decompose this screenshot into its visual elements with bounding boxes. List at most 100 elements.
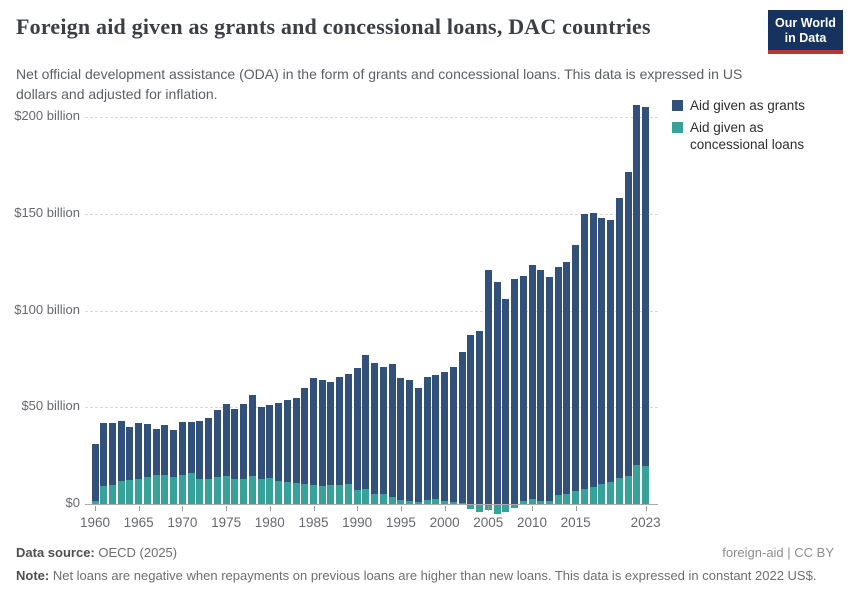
bar-2016-grants[interactable] xyxy=(580,213,588,490)
data-source-line[interactable]: Data source: OECD (2025) xyxy=(16,545,177,560)
bar-1997-grants[interactable] xyxy=(414,387,422,503)
bar-1992-grants[interactable] xyxy=(371,362,379,495)
bar-2012-grants[interactable] xyxy=(545,276,553,502)
legend-item-grants[interactable]: Aid given as grants xyxy=(672,98,844,115)
bar-1960-loans[interactable] xyxy=(91,501,99,504)
bar-1984-grants[interactable] xyxy=(301,387,309,484)
bar-1964-loans[interactable] xyxy=(126,479,134,504)
bar-1994-loans[interactable] xyxy=(388,497,396,504)
bar-2023-grants[interactable] xyxy=(642,107,650,467)
bar-2019-grants[interactable] xyxy=(607,219,615,482)
bar-2011-grants[interactable] xyxy=(537,269,545,502)
bar-1989-loans[interactable] xyxy=(344,483,352,504)
bar-2003-loans[interactable] xyxy=(467,505,475,509)
bar-1983-loans[interactable] xyxy=(292,482,300,504)
bar-1993-loans[interactable] xyxy=(379,494,387,504)
bar-2001-loans[interactable] xyxy=(449,502,457,504)
bar-1993-grants[interactable] xyxy=(379,366,387,495)
bar-2020-grants[interactable] xyxy=(615,198,623,478)
bar-2002-grants[interactable] xyxy=(458,352,466,504)
bar-2021-grants[interactable] xyxy=(624,172,632,476)
bar-1990-grants[interactable] xyxy=(353,367,361,491)
owid-logo[interactable]: Our World in Data xyxy=(768,10,843,54)
bar-2006-loans[interactable] xyxy=(493,505,501,514)
bar-1978-grants[interactable] xyxy=(248,394,256,476)
bar-2010-loans[interactable] xyxy=(528,499,536,504)
bar-2018-loans[interactable] xyxy=(598,483,606,504)
bar-1978-loans[interactable] xyxy=(248,475,256,504)
bar-2002-loans[interactable] xyxy=(458,503,466,504)
bar-1961-grants[interactable] xyxy=(100,422,108,486)
bar-1985-grants[interactable] xyxy=(310,378,317,485)
legend-item-loans[interactable]: Aid given as concessional loans xyxy=(672,120,844,154)
bar-1997-loans[interactable] xyxy=(414,502,422,504)
bar-1965-grants[interactable] xyxy=(135,422,143,479)
bar-1995-loans[interactable] xyxy=(397,500,405,504)
bar-1987-grants[interactable] xyxy=(327,382,335,485)
bar-1975-loans[interactable] xyxy=(222,475,230,504)
bar-2015-loans[interactable] xyxy=(572,491,580,504)
bar-1996-loans[interactable] xyxy=(406,501,414,504)
bar-1999-loans[interactable] xyxy=(432,499,440,504)
bar-2007-grants[interactable] xyxy=(502,298,510,504)
bar-1982-loans[interactable] xyxy=(283,481,291,504)
bar-1998-loans[interactable] xyxy=(423,500,431,504)
bar-1960-grants[interactable] xyxy=(91,444,99,502)
bar-2010-grants[interactable] xyxy=(528,265,536,500)
bar-1974-loans[interactable] xyxy=(213,476,221,504)
bar-1995-grants[interactable] xyxy=(397,378,405,501)
bar-1981-loans[interactable] xyxy=(275,480,283,504)
bar-1979-loans[interactable] xyxy=(257,478,265,504)
bar-1994-grants[interactable] xyxy=(388,363,396,498)
bar-1982-grants[interactable] xyxy=(283,399,291,482)
bar-1971-loans[interactable] xyxy=(187,473,195,504)
bar-1974-grants[interactable] xyxy=(213,410,221,477)
bar-1973-grants[interactable] xyxy=(205,417,213,479)
bar-2013-grants[interactable] xyxy=(554,266,562,496)
bar-1983-grants[interactable] xyxy=(292,397,300,483)
bar-1991-grants[interactable] xyxy=(362,355,370,490)
bar-1991-loans[interactable] xyxy=(362,489,370,504)
bar-2012-loans[interactable] xyxy=(545,501,553,504)
bar-1966-loans[interactable] xyxy=(143,476,151,504)
bar-2003-grants[interactable] xyxy=(467,334,475,504)
bar-1985-loans[interactable] xyxy=(310,484,317,504)
bar-2018-grants[interactable] xyxy=(598,217,606,484)
bar-1962-grants[interactable] xyxy=(108,422,116,485)
bar-2005-grants[interactable] xyxy=(484,269,492,504)
bar-1967-loans[interactable] xyxy=(152,474,160,504)
bar-2004-grants[interactable] xyxy=(476,330,484,504)
bar-2008-loans[interactable] xyxy=(511,505,519,508)
bar-1962-loans[interactable] xyxy=(108,484,116,504)
bar-1976-grants[interactable] xyxy=(231,409,239,479)
bar-1989-grants[interactable] xyxy=(344,374,352,484)
bar-1981-grants[interactable] xyxy=(275,403,283,481)
bar-1986-loans[interactable] xyxy=(318,485,326,504)
bar-1998-grants[interactable] xyxy=(423,377,431,501)
bar-2017-loans[interactable] xyxy=(589,486,597,504)
bar-2015-grants[interactable] xyxy=(572,244,580,492)
bar-2011-loans[interactable] xyxy=(537,501,545,504)
bar-1977-grants[interactable] xyxy=(240,404,248,479)
bar-1968-grants[interactable] xyxy=(161,424,169,475)
bar-1977-loans[interactable] xyxy=(240,478,248,504)
bar-1976-loans[interactable] xyxy=(231,478,239,504)
bar-1996-grants[interactable] xyxy=(406,380,414,502)
bar-2014-loans[interactable] xyxy=(563,494,571,504)
bar-1987-loans[interactable] xyxy=(327,484,335,504)
bar-2004-loans[interactable] xyxy=(476,505,484,512)
bar-1980-grants[interactable] xyxy=(266,405,274,478)
bar-1967-grants[interactable] xyxy=(152,428,160,475)
bar-2007-loans[interactable] xyxy=(502,505,510,512)
bar-2013-loans[interactable] xyxy=(554,495,562,504)
bar-2021-loans[interactable] xyxy=(624,475,632,504)
bar-1988-grants[interactable] xyxy=(336,377,344,485)
bar-1963-loans[interactable] xyxy=(117,480,125,504)
bar-2022-loans[interactable] xyxy=(633,465,641,504)
bar-2006-grants[interactable] xyxy=(493,282,501,504)
bar-1965-loans[interactable] xyxy=(135,478,143,504)
bar-2017-grants[interactable] xyxy=(589,212,597,487)
bar-1986-grants[interactable] xyxy=(318,380,326,486)
bar-2000-loans[interactable] xyxy=(441,501,449,504)
bar-2019-loans[interactable] xyxy=(607,481,615,504)
